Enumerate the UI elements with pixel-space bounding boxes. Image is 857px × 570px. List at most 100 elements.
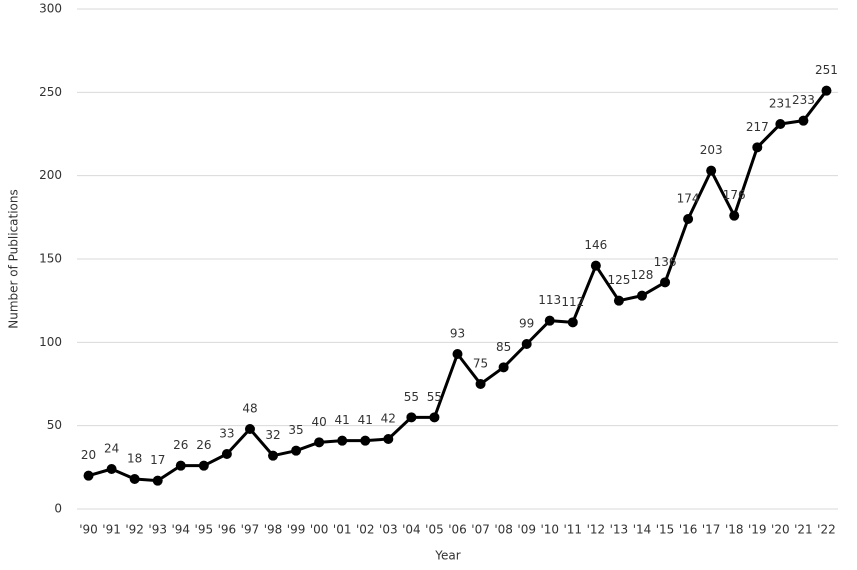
marker xyxy=(636,290,647,301)
value-label: 48 xyxy=(242,402,257,416)
marker xyxy=(613,295,624,306)
marker xyxy=(314,437,325,448)
value-label: 174 xyxy=(677,192,700,206)
value-label: 17 xyxy=(150,453,165,467)
y-tick-label: 150 xyxy=(39,252,62,266)
value-label: 112 xyxy=(561,295,584,309)
marker xyxy=(106,464,117,474)
marker xyxy=(544,315,555,326)
marker xyxy=(729,210,740,221)
marker xyxy=(360,435,371,446)
x-tick-label: '16 xyxy=(679,523,698,537)
marker xyxy=(775,119,786,129)
value-label: 41 xyxy=(358,413,373,427)
y-tick-label: 0 xyxy=(54,502,62,516)
marker xyxy=(198,460,209,471)
marker xyxy=(129,474,140,484)
value-label: 125 xyxy=(607,273,630,287)
x-tick-label: '00 xyxy=(310,523,329,537)
x-tick-label: '05 xyxy=(425,523,444,537)
x-tick-label: '01 xyxy=(333,523,352,537)
value-label: 176 xyxy=(723,188,746,202)
value-label: 203 xyxy=(700,143,723,157)
value-label: 233 xyxy=(792,93,815,107)
value-label: 40 xyxy=(311,415,326,429)
marker xyxy=(221,449,232,459)
x-tick-label: '02 xyxy=(356,523,375,537)
x-tick-label: '20 xyxy=(771,523,790,537)
marker xyxy=(383,434,394,444)
marker xyxy=(175,460,186,471)
value-label: 20 xyxy=(81,448,96,462)
value-label: 55 xyxy=(427,390,442,404)
y-tick-label: 300 xyxy=(39,2,62,16)
x-tick-label: '08 xyxy=(494,523,513,537)
marker xyxy=(706,165,717,176)
x-tick-label: '19 xyxy=(748,523,767,537)
marker xyxy=(429,412,440,423)
x-tick-label: '22 xyxy=(817,523,836,537)
marker xyxy=(590,260,601,271)
marker xyxy=(798,115,809,126)
marker xyxy=(452,349,463,359)
marker xyxy=(268,450,279,461)
x-tick-label: '91 xyxy=(102,523,121,537)
value-label: 35 xyxy=(288,423,303,437)
x-tick-label: '90 xyxy=(79,523,98,537)
x-tick-label: '13 xyxy=(610,523,629,537)
value-label: 42 xyxy=(381,412,396,426)
x-tick-label: '98 xyxy=(264,523,283,537)
value-label: 128 xyxy=(631,268,654,282)
marker xyxy=(683,214,694,224)
value-label: 85 xyxy=(496,340,511,354)
y-tick-label: 250 xyxy=(39,85,62,99)
x-tick-label: '11 xyxy=(564,523,583,537)
value-label: 251 xyxy=(815,63,838,77)
value-label: 217 xyxy=(746,120,769,134)
x-tick-label: '07 xyxy=(471,523,490,537)
marker xyxy=(521,339,532,349)
x-axis-label: Year xyxy=(434,549,460,563)
x-tick-label: '92 xyxy=(125,523,144,537)
x-tick-label: '12 xyxy=(587,523,606,537)
marker xyxy=(244,424,255,434)
x-tick-label: '99 xyxy=(287,523,306,537)
y-axis-label: Number of Publications xyxy=(7,189,21,329)
y-tick-label: 50 xyxy=(47,418,62,432)
value-label: 18 xyxy=(127,452,142,466)
x-tick-label: '97 xyxy=(241,523,260,537)
x-tick-label: '17 xyxy=(702,523,721,537)
x-tick-label: '10 xyxy=(540,523,559,537)
x-tick-label: '95 xyxy=(195,523,214,537)
x-tick-label: '96 xyxy=(218,523,237,537)
marker xyxy=(152,475,163,486)
value-label: 113 xyxy=(538,293,561,307)
x-tick-label: '21 xyxy=(794,523,813,537)
x-tick-label: '18 xyxy=(725,523,744,537)
x-tick-label: '14 xyxy=(633,523,652,537)
marker xyxy=(752,142,763,153)
marker xyxy=(291,445,302,456)
value-label: 93 xyxy=(450,327,465,341)
value-label: 75 xyxy=(473,357,488,371)
value-label: 55 xyxy=(404,390,419,404)
x-tick-label: '03 xyxy=(379,523,398,537)
value-label: 231 xyxy=(769,97,792,111)
x-tick-label: '09 xyxy=(517,523,536,537)
x-tick-label: '94 xyxy=(171,523,190,537)
marker xyxy=(406,412,417,423)
value-label: 136 xyxy=(654,255,677,269)
value-label: 24 xyxy=(104,442,119,456)
marker xyxy=(821,85,832,96)
value-label: 146 xyxy=(584,238,607,252)
y-tick-label: 200 xyxy=(39,168,62,182)
marker xyxy=(475,379,486,389)
marker xyxy=(498,362,509,373)
value-label: 32 xyxy=(265,428,280,442)
value-label: 41 xyxy=(335,413,350,427)
value-label: 33 xyxy=(219,427,234,441)
marker xyxy=(337,435,348,446)
marker xyxy=(660,277,671,288)
